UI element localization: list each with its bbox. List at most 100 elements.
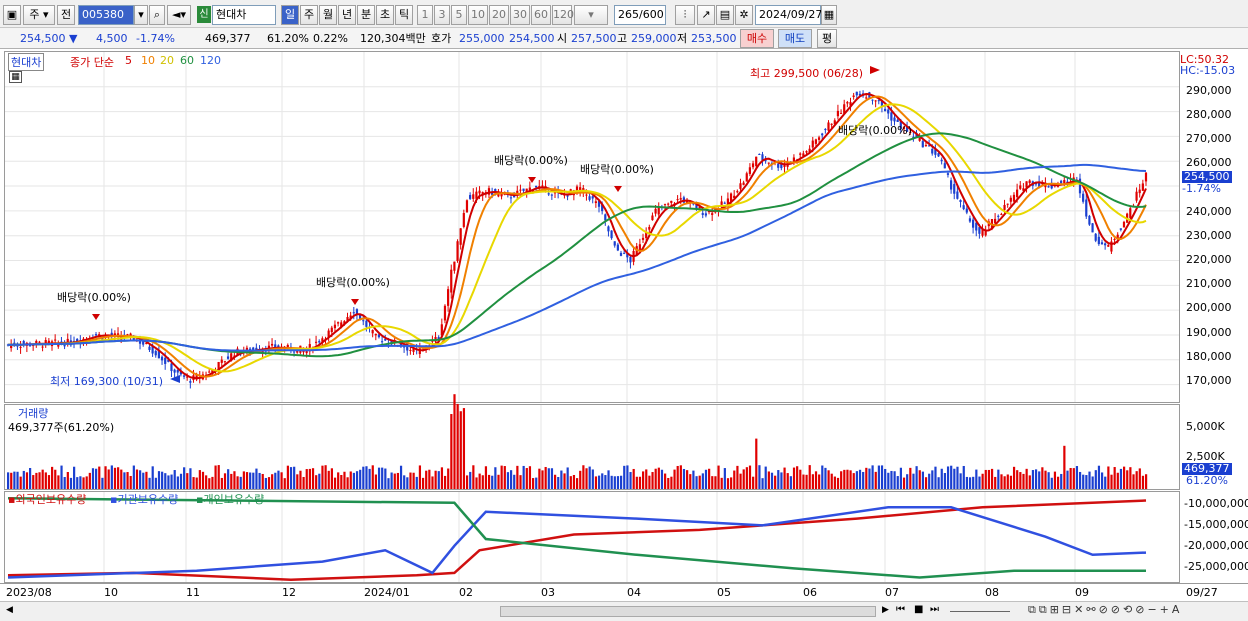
candle-body [802, 153, 805, 157]
custom-period-select[interactable]: ▾ [574, 5, 608, 25]
volume-bar [1031, 470, 1035, 489]
volume-bar [780, 472, 783, 489]
volume-bar [242, 471, 245, 489]
chart-scrollbar[interactable]: ◀ ▶ ⏮ ■ ⏭ ⧉⧉⊞⊟✕⚯⊘⊘⟲⊘−+A [0, 601, 1248, 621]
volume-bar [230, 473, 233, 489]
avg-button[interactable]: 평 [817, 29, 837, 48]
candle-body [469, 195, 472, 199]
market-select[interactable]: 주 ▾ [23, 5, 55, 25]
candle-body [924, 145, 928, 147]
candle-icon[interactable]: ⫶ [675, 5, 695, 25]
first-icon[interactable]: ⏮ [896, 604, 905, 615]
price-tick: 290,000 [1186, 84, 1232, 97]
bar-count-input[interactable]: 265/600 [614, 5, 666, 25]
period-year[interactable]: 년 [338, 5, 356, 25]
num-10[interactable]: 10 [468, 5, 488, 25]
prefix-select[interactable]: 전 [57, 5, 75, 25]
num-3[interactable]: 3 [434, 5, 450, 25]
volume-bar [648, 475, 651, 489]
candle-body [547, 193, 550, 195]
buy-button[interactable]: 매수 [740, 29, 774, 48]
candle-body [588, 196, 591, 200]
date-input[interactable]: 2024/09/27 [755, 5, 822, 25]
volume-bar [717, 465, 720, 489]
num-20[interactable]: 20 [489, 5, 509, 25]
volume-bar [236, 476, 239, 489]
volume-bar [984, 469, 987, 489]
ask-price: 255,000 [459, 32, 505, 45]
period-second[interactable]: 초 [376, 5, 394, 25]
code-dropdown-icon[interactable]: ▾ [134, 5, 148, 25]
candle-body [230, 353, 233, 361]
candle-body [1097, 236, 1100, 245]
volume-bar [494, 467, 497, 489]
stock-code-input[interactable]: 005380 [78, 5, 134, 25]
tools-icons[interactable]: ⧉⧉⊞⊟✕⚯⊘⊘⟲⊘−+A [1028, 603, 1183, 616]
num-60[interactable]: 60 [531, 5, 551, 25]
candle-body [377, 334, 381, 338]
period-day[interactable]: 일 [281, 5, 299, 25]
num-1[interactable]: 1 [417, 5, 433, 25]
volume-bar [981, 473, 984, 489]
num-5[interactable]: 5 [451, 5, 467, 25]
gear-icon[interactable]: ✲ [735, 5, 753, 25]
candle-body [154, 350, 157, 356]
volume-bar [406, 477, 409, 489]
period-tick[interactable]: 틱 [395, 5, 413, 25]
candle-body [1100, 242, 1104, 245]
candle-body [824, 129, 827, 131]
calendar-icon[interactable]: ▦ [821, 5, 837, 25]
candle-body [516, 190, 519, 195]
volume-bar [858, 469, 862, 489]
ma-legend-5: 5 [125, 54, 132, 67]
candle-body [981, 229, 984, 236]
volume-bar [220, 477, 223, 489]
num-120[interactable]: 120 [552, 5, 574, 25]
candle-body [541, 185, 544, 188]
candle-body [905, 126, 909, 132]
stop-icon[interactable]: ■ [914, 604, 924, 615]
candle-body [978, 227, 981, 234]
candle-body [638, 244, 641, 252]
last-icon[interactable]: ⏭ [930, 604, 939, 615]
candle-body [761, 154, 764, 160]
volume-bar [289, 467, 293, 489]
save-icon[interactable]: ▤ [716, 5, 734, 25]
volume-bar [777, 470, 780, 489]
candle-body [494, 188, 497, 192]
draw-tool-icon[interactable]: ↗ [697, 5, 715, 25]
zoom-slider[interactable] [950, 611, 1010, 612]
volume-bar [377, 467, 381, 489]
candle-body [270, 343, 274, 346]
num-30[interactable]: 30 [510, 5, 530, 25]
candle-body [292, 351, 296, 353]
table-icon[interactable]: ▦ [9, 71, 22, 83]
speaker-icon[interactable]: ◄▾ [167, 5, 191, 25]
volume-bar [833, 476, 836, 489]
sell-button[interactable]: 매도 [778, 29, 812, 48]
candle-body [667, 203, 670, 205]
stock-name-input[interactable]: 현대차 [212, 5, 276, 25]
volume-bar [846, 469, 849, 489]
period-week[interactable]: 주 [300, 5, 318, 25]
scroll-right-icon[interactable]: ▶ [882, 605, 889, 615]
candle-body [19, 346, 22, 348]
search-icon[interactable]: ⌕ [149, 5, 165, 25]
volume-bar [264, 477, 267, 489]
volume-bar [1053, 471, 1057, 489]
volume-bar [227, 469, 230, 489]
candle-body [54, 339, 57, 341]
candle-body [308, 344, 311, 352]
scroll-left-icon[interactable]: ◀ [6, 605, 13, 615]
chart-menu-icon[interactable]: ▣ [3, 5, 21, 25]
period-minute[interactable]: 분 [357, 5, 375, 25]
candle-body [836, 110, 840, 117]
candle-body [1038, 181, 1041, 187]
volume-bar [553, 474, 557, 489]
period-month[interactable]: 월 [319, 5, 337, 25]
scroll-thumb[interactable] [500, 606, 876, 617]
volume-bar [76, 477, 79, 489]
volume-bar [431, 476, 434, 489]
volume-bar [899, 467, 902, 489]
